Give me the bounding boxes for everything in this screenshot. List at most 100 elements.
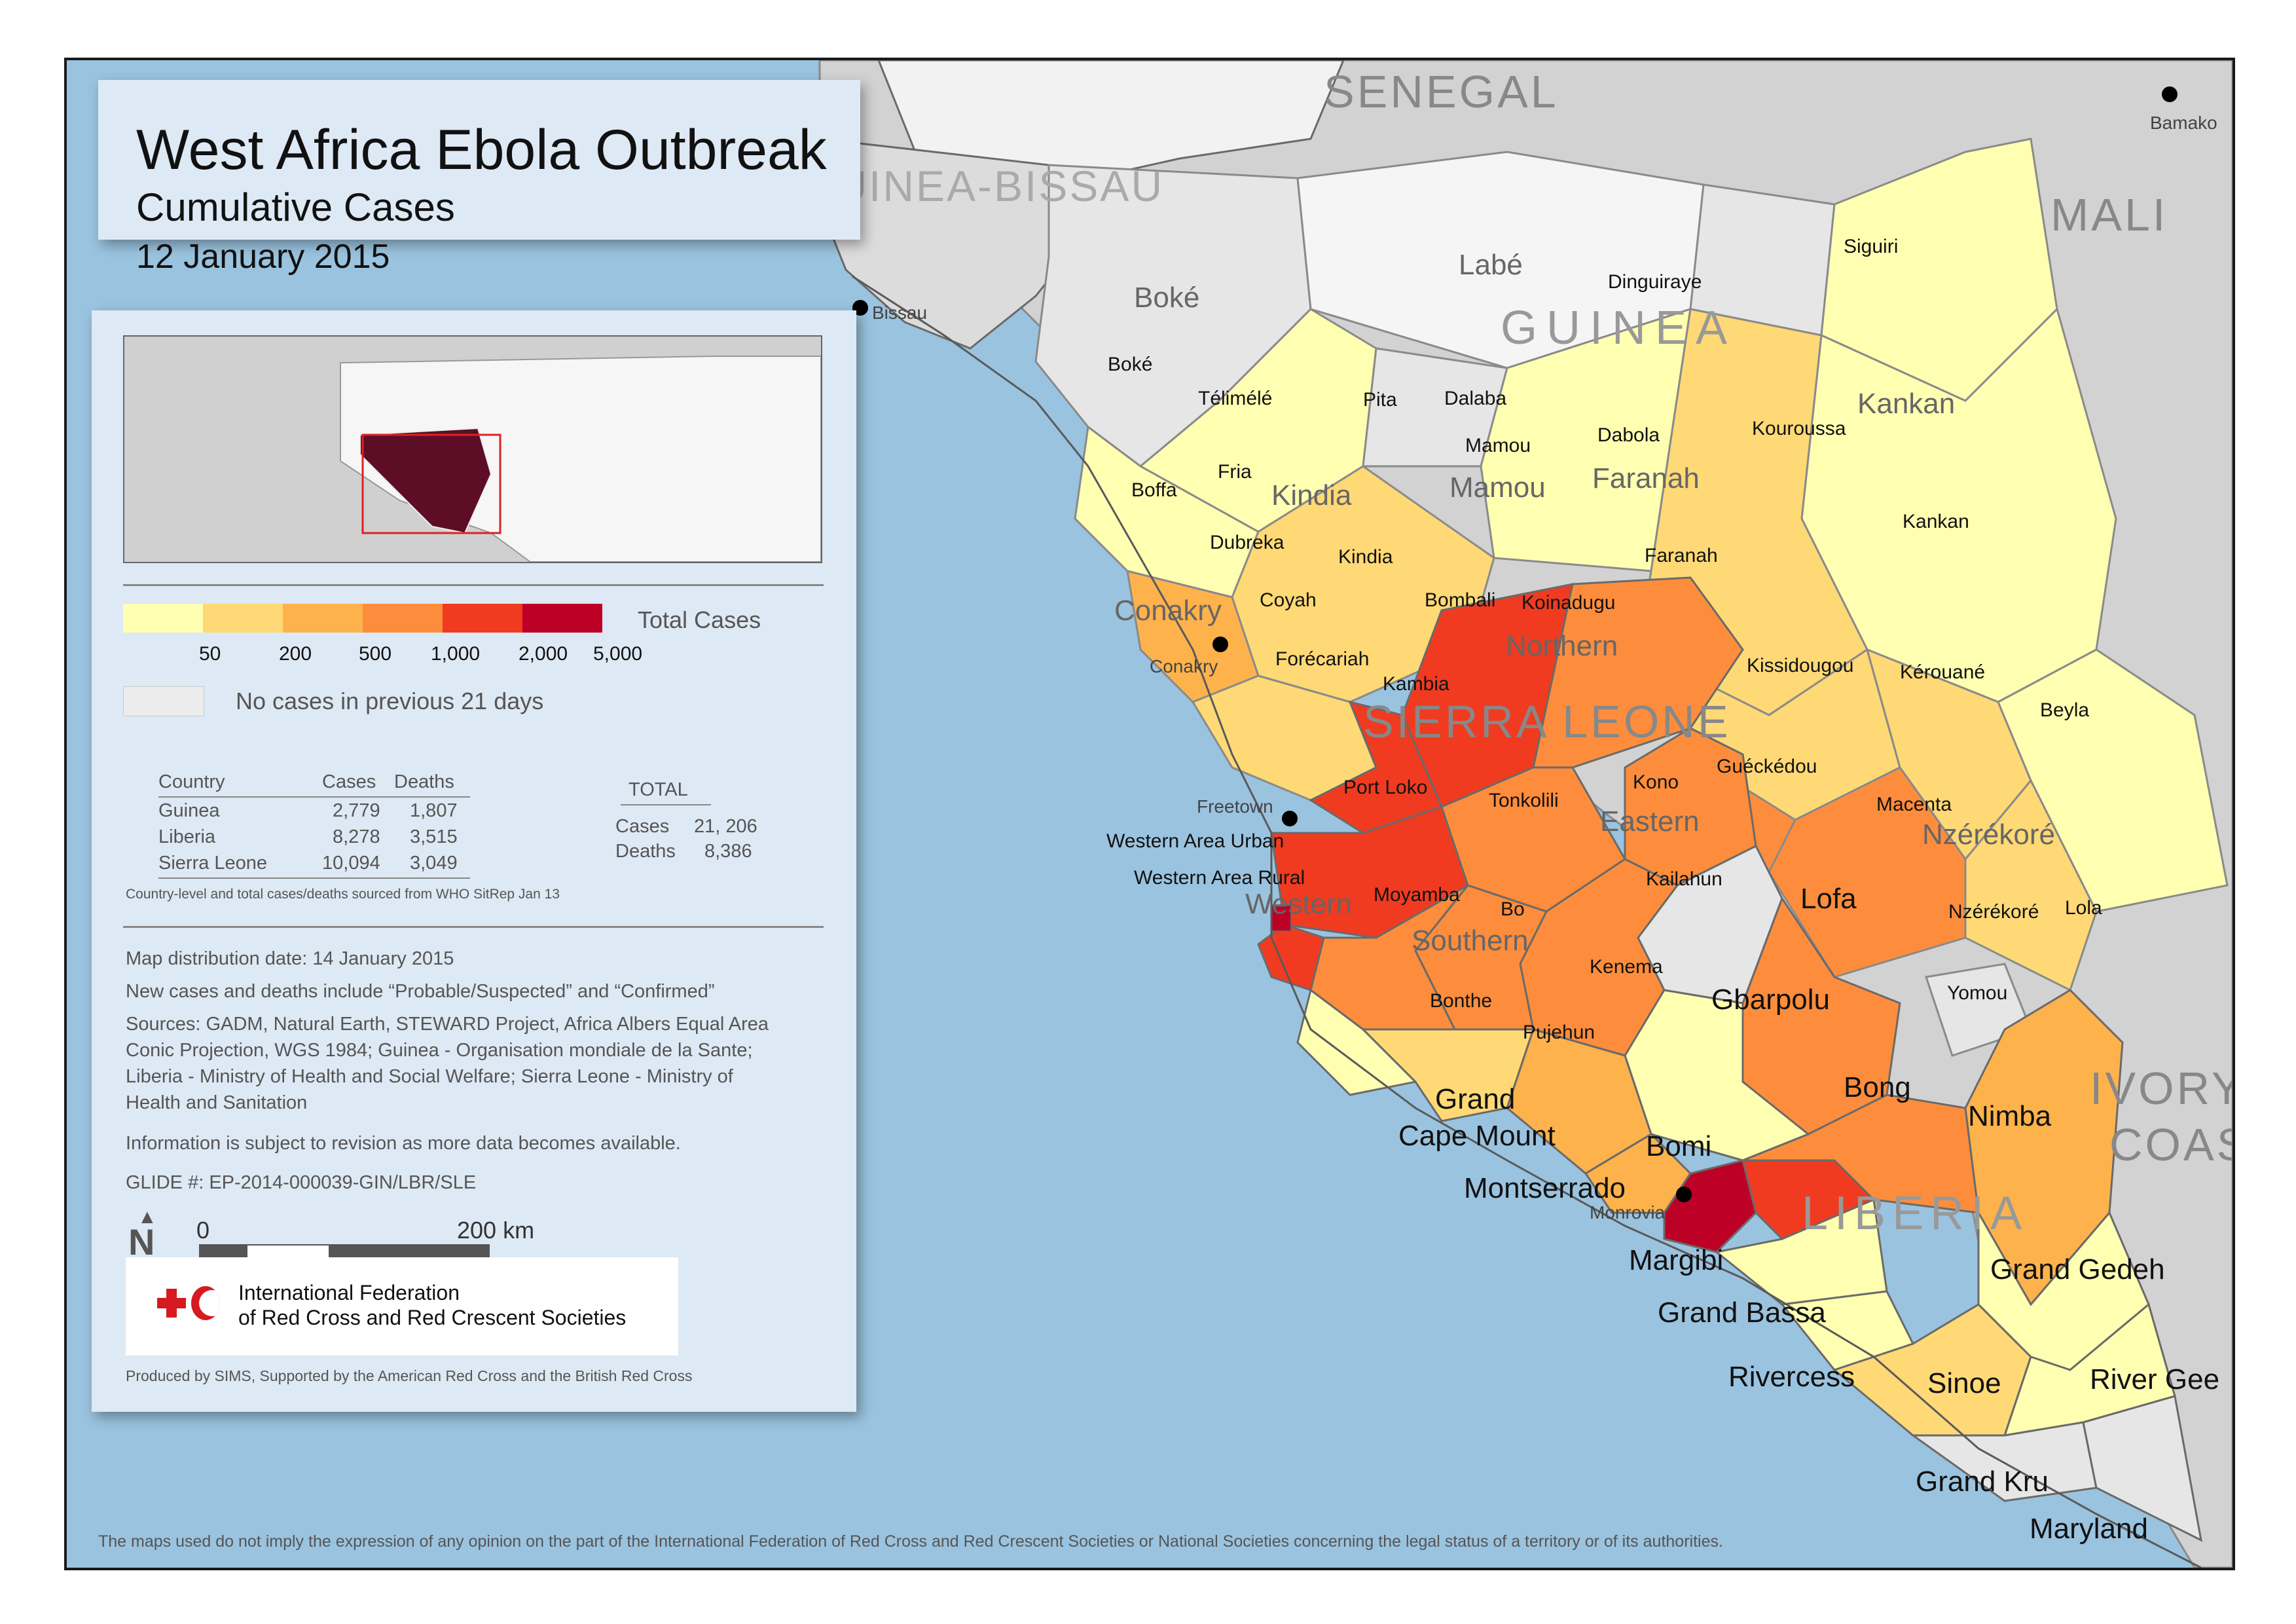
note-sources-1: Sources: GADM, Natural Earth, STEWARD Pr… (126, 1014, 769, 1035)
ifrc-logo-box: International Federation of Red Cross an… (126, 1257, 678, 1356)
table-footer-rule (158, 877, 470, 879)
scale-seg-3 (329, 1246, 488, 1260)
city-dot-bamako (2162, 86, 2178, 102)
district-label-koinadugu: Koinadugu (1522, 592, 1616, 614)
north-arrow-mark: ▲ (137, 1206, 157, 1228)
district-label-telimele: Télimélé (1198, 388, 1273, 409)
district-label-macenta: Macenta (1876, 794, 1952, 815)
ramp-cell-1 (123, 604, 203, 633)
table-row-guinea-cases: 2,779 (333, 800, 380, 821)
region-label-kindia: Kindia (1271, 479, 1352, 511)
district-label-kankan: Kankan (1903, 511, 1969, 532)
district-label-bonthe: Bonthe (1430, 990, 1493, 1012)
city-dot-conakry (1212, 637, 1228, 652)
ramp-title: Total Cases (638, 606, 761, 633)
table-row-liberia-cases: 8,278 (333, 826, 380, 847)
district-label-faranah: Faranah (1645, 545, 1718, 566)
note-sources-4: Health and Sanitation (126, 1092, 308, 1113)
locator-inset (123, 335, 822, 563)
table-row-sierra-leone-deaths: 3,049 (410, 853, 458, 874)
red-cross-icon (155, 1286, 189, 1320)
ramp-tick-2000: 2,000 (519, 643, 568, 665)
country-label-mali: MALI (2050, 189, 2168, 240)
scale-zero: 0 (196, 1217, 210, 1244)
district-label-forecariah: Forécariah (1275, 648, 1370, 670)
country-label-guinea: GUINEA (1501, 302, 1737, 354)
district-label-nzerekore: Nzérékoré (1948, 901, 2039, 923)
region-label-northern: Northern (1506, 630, 1618, 662)
guinea-nzerekore (1964, 779, 2098, 992)
ramp-tick-50: 50 (199, 643, 221, 665)
lr-gbarpolu (1624, 989, 1810, 1162)
total-cases-value: 21, 206 (694, 816, 757, 837)
ramp-tick-1000: 1,000 (431, 643, 481, 665)
district-label-dinguiraye: Dinguiraye (1608, 271, 1702, 293)
ifrc-name-line2: of Red Cross and Red Crescent Societies (238, 1306, 627, 1329)
ramp-tick-200: 200 (279, 643, 312, 665)
district-label-coyah: Coyah (1260, 589, 1317, 611)
total-deaths-value: 8,386 (704, 841, 752, 862)
table-row-liberia-country: Liberia (158, 826, 216, 847)
district-label-moyamba: Moyamba (1374, 884, 1460, 906)
county-label-rivercess: Rivercess (1728, 1361, 1855, 1393)
city-label-freetown: Freetown (1197, 796, 1273, 817)
scale-seg-1 (200, 1246, 247, 1260)
county-label-sinoe: Sinoe (1927, 1367, 2001, 1399)
table-row-sierra-leone-cases: 10,094 (322, 853, 380, 874)
county-label-lofa: Lofa (1800, 883, 1857, 915)
region-label-mamou: Mamou (1449, 471, 1546, 504)
map-date: 12 January 2015 (136, 238, 390, 276)
table-row-liberia-deaths: 3,515 (410, 826, 458, 847)
district-label-dabola: Dabola (1597, 424, 1660, 446)
table-row-guinea-deaths: 1,807 (410, 800, 458, 821)
district-label-kailahun: Kailahun (1646, 868, 1722, 890)
no-cases-label: No cases in previous 21 days (236, 688, 544, 714)
district-label-kono: Kono (1633, 771, 1679, 793)
district-label-bo: Bo (1501, 898, 1525, 920)
district-label-bombali: Bombali (1425, 589, 1496, 611)
region-label-boke: Boké (1134, 282, 1200, 314)
county-label-grand-gedeh: Grand Gedeh (1990, 1253, 2165, 1285)
district-label-kouroussa: Kouroussa (1752, 418, 1846, 439)
legend-panel: Total Cases 50 200 500 1,000 2,000 5,000… (92, 310, 856, 1412)
table-header-deaths: Deaths (394, 771, 454, 792)
table-header-cases: Cases (322, 771, 376, 792)
map-title: West Africa Ebola Outbreak (136, 119, 827, 181)
scale-end: 200 km (457, 1217, 535, 1244)
table-header-country: Country (158, 771, 225, 792)
district-label-mamou: Mamou (1465, 435, 1531, 456)
district-label-gueckedou: Guéckédou (1717, 756, 1817, 777)
city-dot-freetown (1282, 811, 1298, 826)
no-cases-swatch (123, 686, 204, 716)
total-cases-label: Cases (615, 816, 670, 837)
district-label-kerouane: Kérouané (1900, 661, 1986, 683)
district-label-western-area-rural: Western Area Rural (1134, 867, 1305, 889)
note-distribution: Map distribution date: 14 January 2015 (126, 948, 454, 969)
district-label-port-loko: Port Loko (1343, 777, 1428, 798)
north-arrow-icon: ▲ N (128, 1206, 157, 1263)
ramp-cell-4 (363, 604, 443, 633)
district-label-boke: Boké (1108, 354, 1153, 375)
title-panel: West Africa Ebola Outbreak Cumulative Ca… (98, 80, 860, 276)
produced-by: Produced by SIMS, Supported by the Ameri… (126, 1367, 693, 1384)
region-label-southern: Southern (1412, 925, 1529, 957)
country-label-liberia: LIBERIA (1802, 1187, 2029, 1240)
note-sources-2: Conic Projection, WGS 1984; Guinea - Org… (126, 1040, 753, 1061)
county-label-grand-bassa: Grand Bassa (1658, 1297, 1826, 1329)
region-label-nzerekore: Nzérékoré (1922, 819, 2055, 851)
table-source-note: Country-level and total cases/deaths sou… (126, 887, 560, 902)
county-label-grand-kru: Grand Kru (1916, 1466, 2049, 1498)
city-label-monrovia: Monrovia (1590, 1202, 1666, 1223)
region-label-western: Western (1245, 888, 1353, 920)
district-label-beyla: Beyla (2040, 699, 2090, 721)
note-definition: New cases and deaths include “Probable/S… (126, 981, 715, 1002)
coastline (852, 275, 2202, 1568)
district-label-kambia: Kambia (1383, 673, 1449, 695)
city-label-bissau: Bissau (872, 303, 928, 323)
county-label-margibi: Margibi (1629, 1244, 1724, 1276)
table-header-rule (158, 796, 470, 798)
county-label-cape-mount: Cape Mount (1398, 1120, 1556, 1152)
district-label-western-area-urban: Western Area Urban (1106, 830, 1285, 852)
county-label-bomi: Bomi (1646, 1130, 1712, 1162)
district-label-dalaba: Dalaba (1444, 388, 1507, 409)
